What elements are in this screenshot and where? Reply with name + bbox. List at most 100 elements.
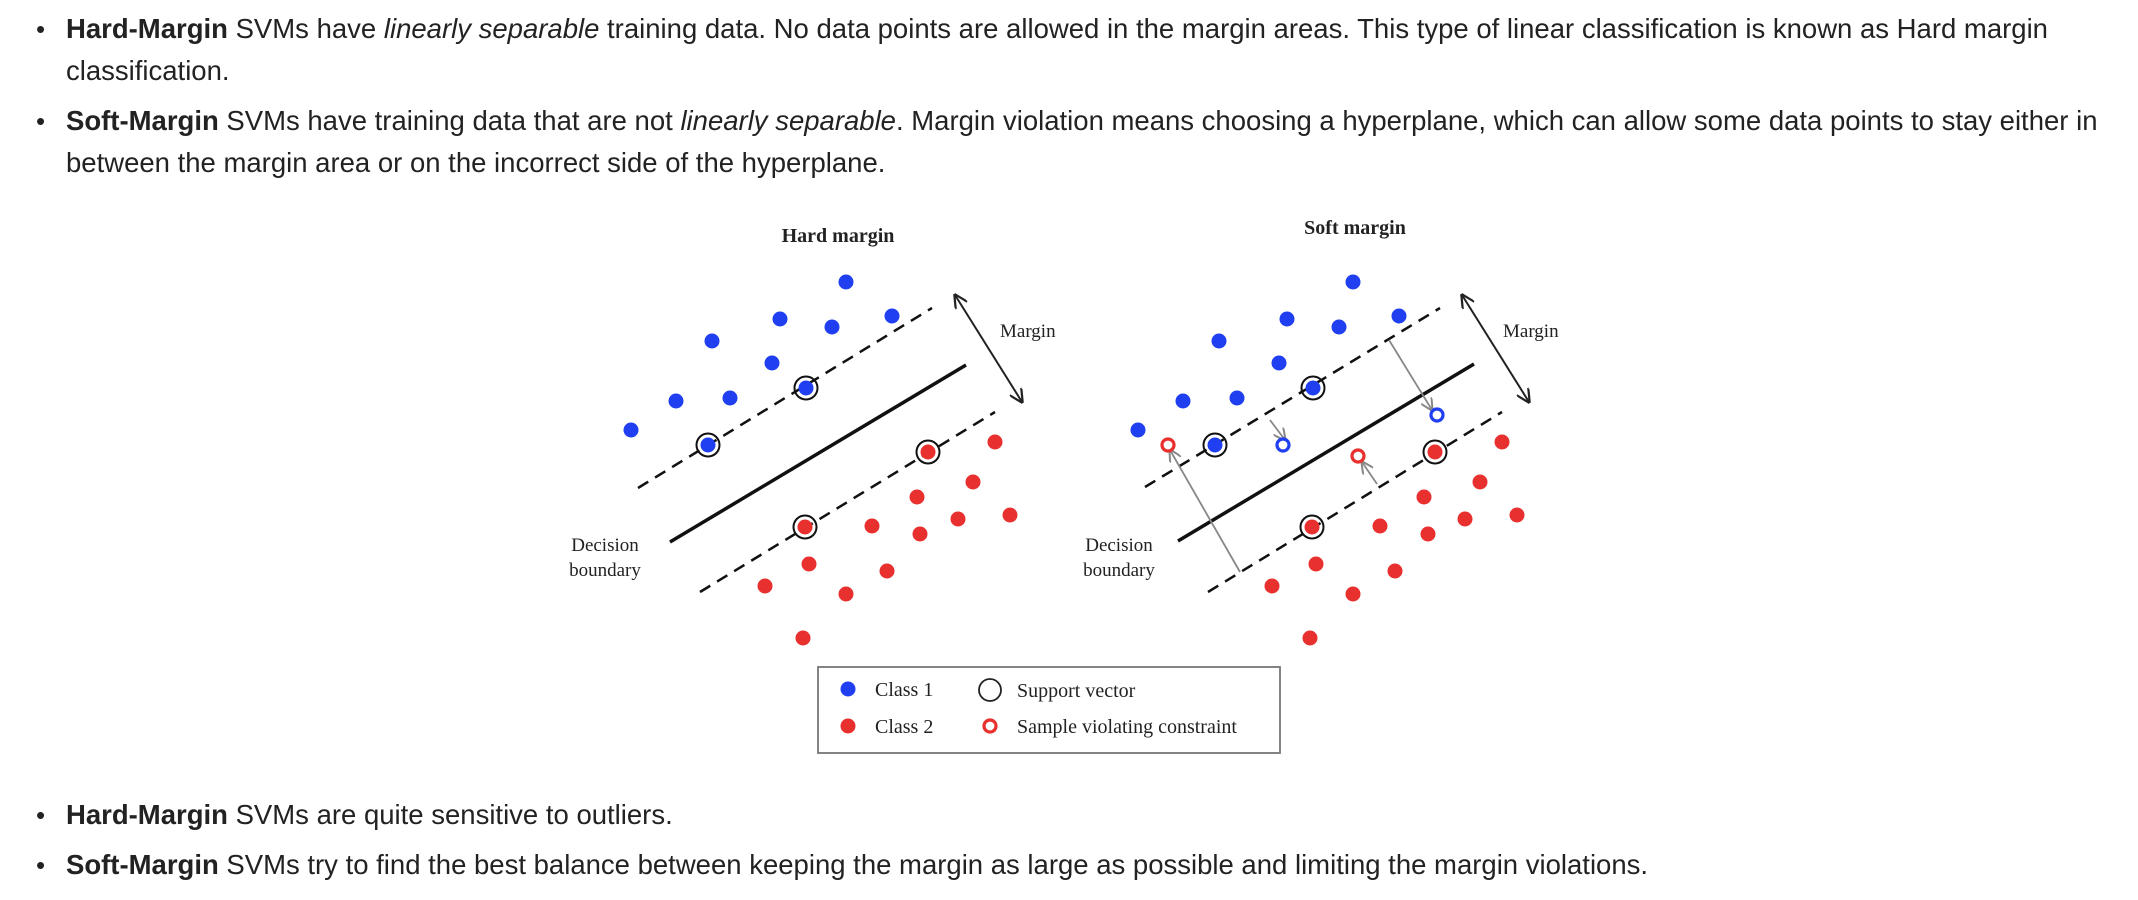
hard-class1-points	[623, 274, 900, 453]
soft-margin-title: Soft margin	[1304, 217, 1406, 239]
bold-term: Hard-Margin	[66, 799, 228, 830]
bold-term: Soft-Margin	[66, 105, 219, 136]
list-item-hard-margin-outliers: Hard-Margin SVMs are quite sensitive to …	[36, 794, 2118, 836]
support-vector-ring	[1202, 432, 1228, 458]
class2-point	[838, 586, 854, 602]
slack-arrow	[1388, 339, 1432, 410]
item-text: . Margin violation means choosing a hype…	[66, 105, 2098, 178]
hard-margin-lower	[699, 410, 996, 594]
item-text: SVMs are quite sensitive to outliers.	[227, 799, 673, 830]
support-vector-ring	[915, 439, 941, 465]
class1-point	[700, 437, 716, 453]
class1-point	[1391, 308, 1407, 324]
hard-support-vector-rings	[695, 375, 941, 540]
class2-point	[879, 563, 895, 579]
class1-point	[838, 274, 854, 290]
bottom-bullet-list: Hard-Margin SVMs are quite sensitive to …	[36, 794, 2118, 886]
soft-slack-arrows	[1170, 339, 1432, 573]
bold-term: Hard-Margin	[66, 13, 228, 44]
class2-point	[1372, 518, 1388, 534]
item-text: SVMs try to find the best balance betwee…	[218, 849, 1649, 880]
class1-point	[884, 308, 900, 324]
violating-sample-class2	[1160, 437, 1176, 453]
hard-decision-label-1: Decision	[571, 535, 639, 556]
class2-point	[1345, 586, 1361, 602]
soft-margin-panel: Soft margin Margin Decision boundary	[1083, 217, 1559, 646]
class2-point	[1416, 489, 1432, 505]
class1-point	[1130, 422, 1146, 438]
legend-violating-swatch	[982, 718, 998, 734]
class2-point	[1427, 444, 1443, 460]
figure-legend: Class 1 Class 2 Support vector Sample vi…	[817, 666, 1281, 754]
legend-class2-label: Class 2	[875, 716, 933, 738]
class1-point	[704, 333, 720, 349]
class1-point	[623, 422, 639, 438]
class1-point	[824, 319, 840, 335]
class1-point	[1345, 274, 1361, 290]
class2-point	[1509, 507, 1525, 523]
legend-class1-swatch	[840, 681, 856, 697]
soft-class1-points	[1130, 274, 1407, 453]
slack-arrow	[1362, 462, 1378, 485]
violating-sample-class1	[1429, 407, 1445, 423]
class2-point	[1302, 630, 1318, 646]
slack-arrow	[1170, 450, 1241, 573]
legend-support-vector-swatch	[978, 678, 1002, 702]
soft-violating-samples	[1160, 407, 1445, 464]
support-vector-ring	[1299, 514, 1325, 540]
legend-support-vector-label: Support vector	[1017, 680, 1136, 702]
violating-sample-class2	[1350, 448, 1366, 464]
soft-decision-label-1: Decision	[1085, 535, 1153, 556]
class1-point	[1229, 390, 1245, 406]
class2-point	[965, 474, 981, 490]
class2-point	[1002, 507, 1018, 523]
slack-arrow	[1269, 419, 1285, 440]
class2-point	[920, 444, 936, 460]
class1-point	[1279, 311, 1295, 327]
hard-decision-label-2: boundary	[569, 560, 641, 581]
class2-point	[1308, 556, 1324, 572]
violating-sample-class1	[1275, 437, 1291, 453]
support-vector-ring	[695, 432, 721, 458]
legend-violating-label: Sample violating constraint	[1017, 716, 1237, 738]
soft-decision-boundary	[1177, 362, 1475, 543]
class1-point	[1305, 380, 1321, 396]
legend-class2-swatch	[840, 718, 856, 734]
hard-margin-label: Margin	[1000, 321, 1056, 342]
class2-point	[797, 519, 813, 535]
class2-point	[801, 556, 817, 572]
hard-margin-arrow	[955, 295, 1022, 402]
class1-point	[798, 380, 814, 396]
hard-class2-points	[757, 434, 1018, 646]
legend-box	[817, 666, 1281, 754]
list-item-soft-margin-balance: Soft-Margin SVMs try to find the best ba…	[36, 844, 2118, 886]
class2-point	[795, 630, 811, 646]
soft-decision-label-2: boundary	[1083, 560, 1155, 581]
italic-term: linearly separable	[680, 105, 896, 136]
support-vector-ring	[792, 514, 818, 540]
support-vector-ring	[793, 375, 819, 401]
hard-margin-title: Hard margin	[782, 225, 895, 247]
hard-margin-panel: Hard margin Margin Decision boundary	[569, 225, 1056, 646]
class2-point	[1387, 563, 1403, 579]
soft-margin-lower	[1207, 410, 1503, 594]
class1-point	[1175, 393, 1191, 409]
class2-point	[909, 489, 925, 505]
support-vector-ring	[1300, 375, 1326, 401]
soft-support-vector-rings	[1202, 375, 1448, 540]
top-bullet-list: Hard-Margin SVMs have linearly separable…	[36, 8, 2118, 184]
legend-class1-label: Class 1	[875, 679, 933, 701]
class1-point	[772, 311, 788, 327]
class1-point	[668, 393, 684, 409]
class2-point	[987, 434, 1003, 450]
soft-margin-arrow	[1462, 295, 1529, 402]
class2-point	[1304, 519, 1320, 535]
class2-point	[757, 578, 773, 594]
class2-point	[1420, 526, 1436, 542]
class2-point	[1472, 474, 1488, 490]
class2-point	[1264, 578, 1280, 594]
hard-decision-boundary	[669, 363, 967, 544]
soft-margin-upper	[1144, 306, 1441, 489]
class2-point	[1494, 434, 1510, 450]
